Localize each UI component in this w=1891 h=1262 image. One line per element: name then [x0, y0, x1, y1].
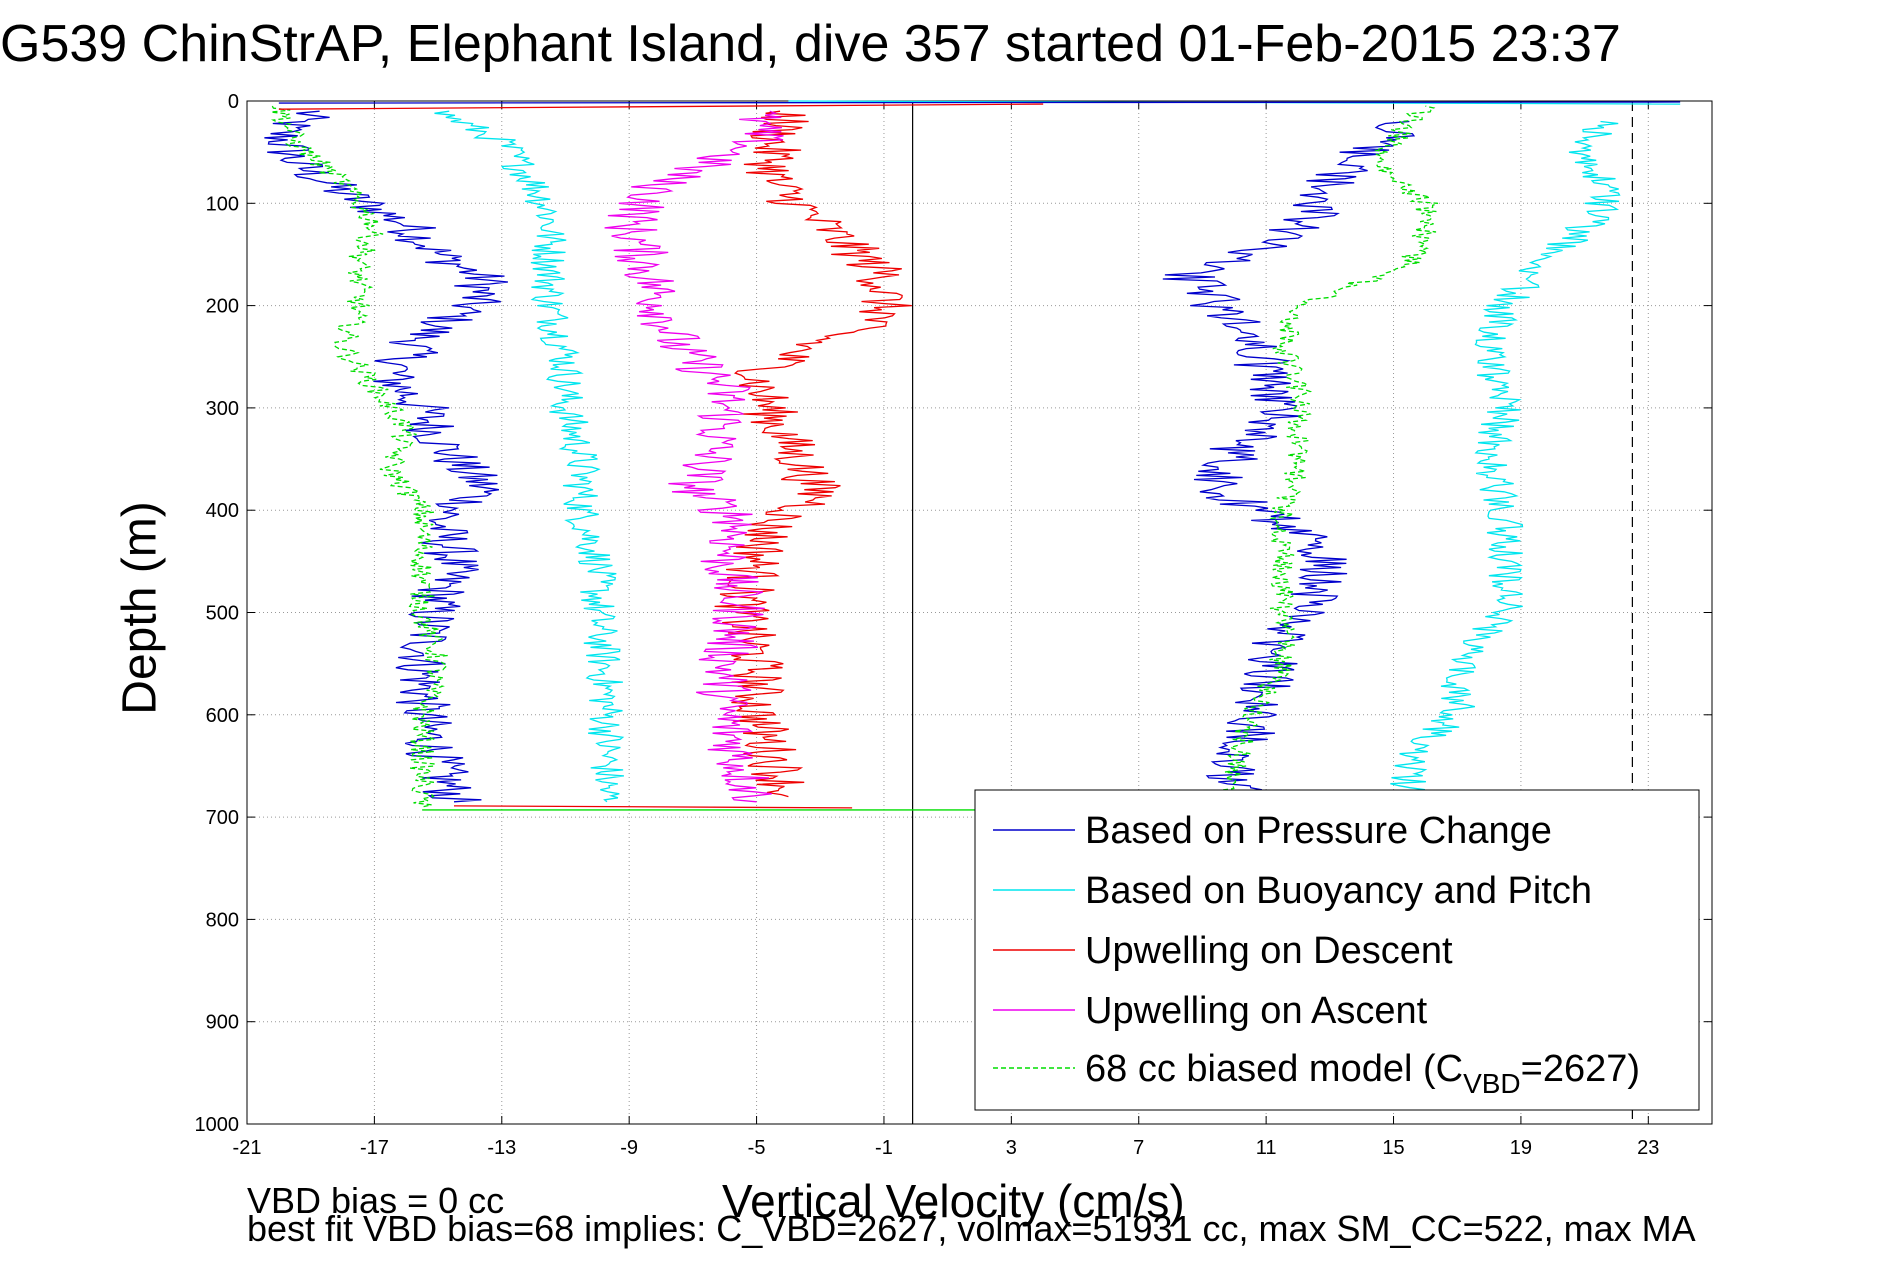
legend-label-3: Upwelling on Ascent	[1085, 990, 1428, 1032]
y-tick-label: 100	[206, 193, 239, 215]
legend-label-1: Based on Buoyancy and Pitch	[1085, 870, 1592, 912]
legend-box	[974, 789, 1700, 1111]
y-tick-label: 700	[206, 807, 239, 829]
vbd-bias-note: VBD bias = 0 cc	[247, 1180, 505, 1221]
y-tick-label: 900	[206, 1012, 239, 1034]
x-tick-label: -21	[233, 1137, 262, 1159]
x-tick-label: -17	[360, 1137, 389, 1159]
data-series	[264, 100, 1681, 811]
surface-spike-red	[278, 103, 1044, 110]
y-tick-label: 200	[206, 296, 239, 318]
x-tick-label: 19	[1510, 1137, 1532, 1159]
y-tick-label: 1000	[195, 1114, 240, 1136]
plot-frame	[246, 100, 1713, 1125]
x-tick-label: 11	[1256, 1137, 1277, 1159]
series-line-4-descent	[270, 105, 449, 808]
series-line-2-descent	[714, 110, 912, 798]
y-tick-label: 600	[206, 705, 239, 727]
tick-labels: -21 -17 -13 -9 -5 -1 3 7 11 15 19 23010020030040050…	[195, 91, 1660, 1159]
legend-label-2: Upwelling on Descent	[1085, 930, 1453, 972]
series-line-1-descent	[434, 110, 625, 803]
series-line-0-ascent	[1162, 120, 1416, 803]
y-axis-label: Depth (m)	[113, 501, 167, 715]
chart-title: G539 ChinStrAP, Elephant Island, dive 35…	[0, 15, 1621, 73]
legend-label-4: 68 cc biased model (CVBD=2627)	[1085, 1048, 1640, 1099]
legend-label-0: Based on Pressure Change	[1085, 810, 1552, 852]
series-line-3-descent	[604, 110, 784, 803]
x-tick-label: 3	[1006, 1137, 1017, 1159]
y-tick-label: 400	[206, 500, 239, 522]
series-line-0-descent	[264, 110, 508, 803]
y-tick-label: 800	[206, 909, 239, 931]
x-tick-label: 23	[1637, 1137, 1659, 1159]
y-tick-label: 300	[206, 398, 239, 420]
x-tick-label: 15	[1382, 1137, 1404, 1159]
x-tick-label: -5	[748, 1137, 766, 1159]
x-tick-label: -13	[487, 1137, 516, 1159]
surface-spike-blue	[278, 101, 1681, 104]
bottom-turn-red	[454, 805, 853, 809]
legend: Based on Pressure Change Based on Buoyanc…	[974, 789, 1700, 1111]
best-fit-note: best fit VBD bias=68 implies: C_VBD=2627…	[247, 1208, 1696, 1249]
y-tick-label: 0	[228, 91, 239, 113]
x-tick-label: -9	[620, 1137, 638, 1159]
x-axis-label: Vertical Velocity (cm/s)	[722, 1175, 1185, 1227]
series-line-1-ascent	[1390, 120, 1621, 803]
x-tick-label: -1	[875, 1137, 893, 1159]
x-tick-label: 7	[1133, 1137, 1144, 1159]
y-tick-label: 500	[206, 603, 239, 625]
